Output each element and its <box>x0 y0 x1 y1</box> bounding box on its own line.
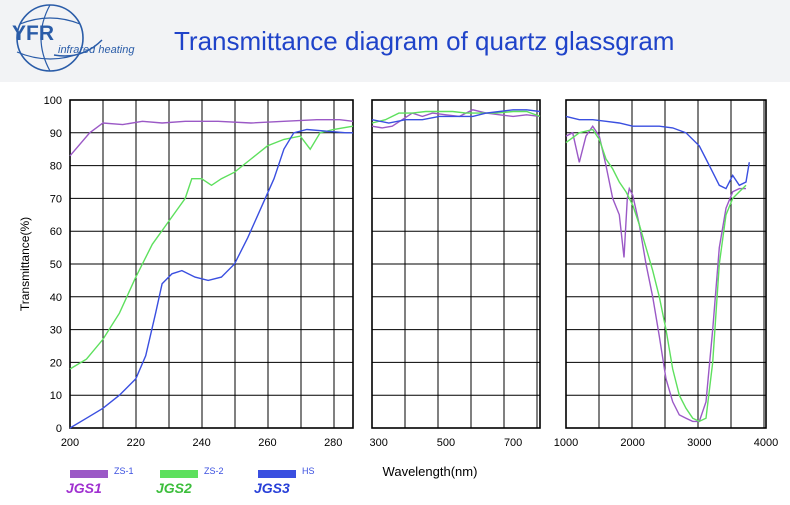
y-tick-label: 10 <box>50 390 62 402</box>
series-line-zs-1 <box>69 119 354 157</box>
y-tick-label: 90 <box>50 128 62 140</box>
page-title: Transmittance diagram of quartz glassgra… <box>174 26 675 56</box>
x-tick-label: 260 <box>258 437 276 449</box>
x-tick-label: 2000 <box>620 437 644 449</box>
y-tick-label: 70 <box>50 193 62 205</box>
y-tick-label: 0 <box>56 423 62 435</box>
series-line-zs-2 <box>565 128 747 423</box>
series-line-zs-1 <box>565 124 746 423</box>
legend-grade-label: JGS3 <box>254 480 290 496</box>
legend-series-label: HS <box>302 466 315 476</box>
x-tick-label: 280 <box>324 437 342 449</box>
legend-grade-label: JGS2 <box>156 480 192 496</box>
x-tick-label: 200 <box>61 437 79 449</box>
y-tick-label: 40 <box>50 292 62 304</box>
x-tick-label: 300 <box>370 437 388 449</box>
legend-swatch <box>258 470 296 478</box>
y-tick-label: 100 <box>44 95 62 107</box>
legend-swatch <box>70 470 108 478</box>
x-axis-label: Wavelength(nm) <box>383 464 478 479</box>
company-logo: YFR infrared heating <box>2 0 142 80</box>
globe-icon <box>16 4 103 72</box>
x-tick-label: 4000 <box>754 437 778 449</box>
y-tick-label: 30 <box>50 325 62 337</box>
legend-series-label: ZS-1 <box>114 466 134 476</box>
x-tick-label: 220 <box>127 437 145 449</box>
y-tick-label: 80 <box>50 161 62 173</box>
y-tick-label: 20 <box>50 357 62 369</box>
legend-grade-label: JGS1 <box>66 480 102 496</box>
x-tick-label: 700 <box>504 437 522 449</box>
header-banner: YFR infrared heating Transmittance diagr… <box>0 0 790 82</box>
legend-series-label: ZS-2 <box>204 466 224 476</box>
legend-swatch <box>160 470 198 478</box>
series-line-zs-1 <box>371 109 541 129</box>
logo-subtitle: infrared heating <box>58 44 135 56</box>
logo-text: YFR <box>12 22 54 45</box>
series-line-zs-2 <box>69 125 354 370</box>
transmittance-chart: 200 220 240 260 280 300 500 700 1000 2000 3000 4000… <box>18 95 778 479</box>
y-tick-label: 60 <box>50 226 62 238</box>
x-tick-label: 3000 <box>687 437 711 449</box>
x-tick-label: 240 <box>192 437 210 449</box>
panel-frame <box>69 99 354 429</box>
x-tick-label: 500 <box>437 437 455 449</box>
panel-frame <box>371 99 541 429</box>
y-axis-label: Transmittance(%) <box>18 217 32 311</box>
series-line-hs <box>371 109 541 124</box>
series-line-zs-2 <box>371 110 541 124</box>
x-tick-label: 1000 <box>554 437 578 449</box>
panel-frame <box>565 99 767 429</box>
series-line-hs <box>69 128 353 429</box>
y-tick-label: 50 <box>50 259 62 271</box>
series-line-hs <box>565 115 750 190</box>
